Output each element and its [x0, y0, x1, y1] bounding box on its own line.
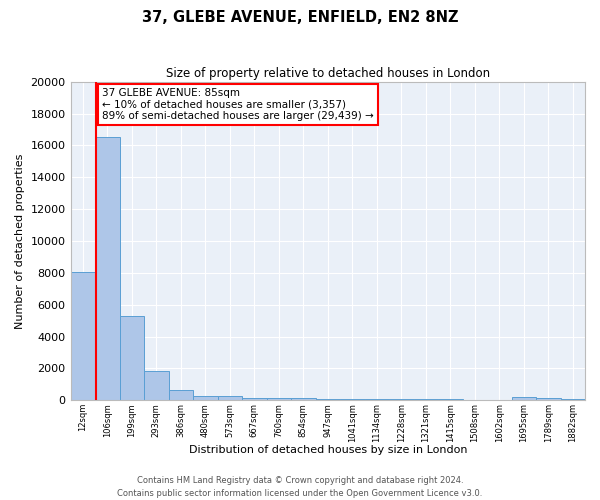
- Bar: [291, 398, 316, 400]
- Bar: [119, 316, 144, 400]
- Y-axis label: Number of detached properties: Number of detached properties: [15, 154, 25, 328]
- Bar: [242, 398, 266, 400]
- Text: Contains HM Land Registry data © Crown copyright and database right 2024.
Contai: Contains HM Land Registry data © Crown c…: [118, 476, 482, 498]
- Bar: [512, 398, 536, 400]
- Text: 37 GLEBE AVENUE: 85sqm
← 10% of detached houses are smaller (3,357)
89% of semi-: 37 GLEBE AVENUE: 85sqm ← 10% of detached…: [103, 88, 374, 121]
- Bar: [169, 390, 193, 400]
- Bar: [536, 398, 560, 400]
- Bar: [218, 396, 242, 400]
- Bar: [266, 398, 291, 400]
- Bar: [95, 136, 119, 400]
- Bar: [316, 399, 340, 400]
- Text: 37, GLEBE AVENUE, ENFIELD, EN2 8NZ: 37, GLEBE AVENUE, ENFIELD, EN2 8NZ: [142, 10, 458, 25]
- Bar: [340, 399, 365, 400]
- Title: Size of property relative to detached houses in London: Size of property relative to detached ho…: [166, 68, 490, 80]
- Bar: [71, 272, 95, 400]
- Bar: [144, 372, 169, 400]
- Bar: [193, 396, 218, 400]
- Bar: [560, 398, 585, 400]
- Bar: [365, 399, 389, 400]
- X-axis label: Distribution of detached houses by size in London: Distribution of detached houses by size …: [188, 445, 467, 455]
